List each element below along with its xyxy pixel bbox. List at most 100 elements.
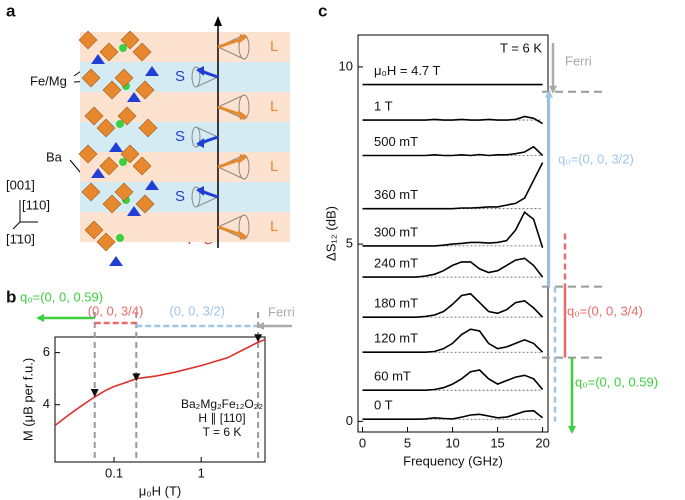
tetrahedron <box>145 180 159 190</box>
phase-label: q₀=(0, 0, 0.59) <box>20 289 103 304</box>
y-tick-label: 5 <box>346 236 353 251</box>
transition-marker <box>254 334 263 343</box>
spectrum <box>362 162 544 210</box>
spectrum <box>362 328 544 353</box>
cone-rim <box>191 186 201 208</box>
tetrahedron <box>127 206 141 216</box>
spectrum <box>362 145 544 157</box>
layer-stripe <box>80 212 290 242</box>
cone-rim <box>238 94 250 120</box>
octahedron <box>78 30 98 50</box>
direction-label: [001] <box>6 177 35 192</box>
layer-stripe <box>80 32 290 62</box>
octahedron <box>102 194 122 214</box>
panel-label: c <box>318 1 327 20</box>
spin-arrow-head <box>196 66 204 76</box>
cone-rim <box>238 154 250 180</box>
spin-arrow-head <box>238 34 248 44</box>
octahedron <box>135 194 155 214</box>
spectrum-label: 240 mT <box>374 256 418 271</box>
ba-atom <box>119 158 127 166</box>
axes-icon <box>12 200 38 230</box>
spectrum-label: 360 mT <box>374 187 418 202</box>
spin-arrow <box>217 37 243 49</box>
direction-label: [1̄10] <box>6 231 35 246</box>
phase-label: (0, 0, 3/4) <box>88 303 144 318</box>
atom-label: Fe/Mg <box>30 73 67 88</box>
panel-label: a <box>6 1 16 20</box>
spin-arrow-head <box>196 186 204 196</box>
octahedron <box>96 118 116 138</box>
x-tick-label: 0 <box>359 435 366 450</box>
spectrum <box>362 292 544 318</box>
phase-label: q₀=(0, 0, 0.59) <box>575 374 658 389</box>
octahedron <box>96 232 116 252</box>
cone-rim <box>238 34 250 60</box>
panel-label: b <box>6 287 16 306</box>
spectrum-label: 500 mT <box>374 134 418 149</box>
octahedron <box>120 30 140 50</box>
transition-marker <box>132 373 141 382</box>
layer-label: L <box>270 98 278 115</box>
ba-atom <box>116 234 124 242</box>
arrow-head <box>256 322 265 330</box>
spin-arrow-head <box>238 154 248 164</box>
x-tick-label: 0.1 <box>105 465 123 480</box>
spectrum-label: 0 T <box>374 398 393 413</box>
spectrum <box>362 115 544 125</box>
tetrahedron <box>109 256 123 266</box>
phase-label: q₀=(0, 0, 3/4) <box>567 303 643 318</box>
transition-marker <box>90 388 99 397</box>
layer-label: L <box>270 158 278 175</box>
spin-arrow <box>217 105 243 117</box>
x-axis-label: μ₀H (T) <box>139 483 182 498</box>
arrow-head <box>36 314 44 322</box>
spectrum-label: 60 mT <box>374 369 411 384</box>
tetrahedron <box>91 168 105 178</box>
layer-label: L <box>270 38 278 55</box>
cone-rim <box>191 126 201 148</box>
y-tick-label: 4 <box>43 396 50 411</box>
x-tick-label: 20 <box>535 435 549 450</box>
spectrum <box>362 409 544 420</box>
octahedron <box>102 80 122 100</box>
inset-annotation: H ∥ [110] <box>198 411 245 425</box>
direction-label: [110] <box>22 197 50 212</box>
octahedron <box>99 42 119 62</box>
octahedron <box>120 144 140 164</box>
spectrum-label: μ₀H = 4.7 T <box>374 63 441 78</box>
layer-label: S <box>175 188 185 205</box>
ba-atom <box>116 120 124 128</box>
spin-arrow-head <box>196 138 204 148</box>
octahedron <box>132 156 152 176</box>
x-tick-label: 5 <box>404 435 411 450</box>
octahedron <box>117 106 137 126</box>
arrow-head <box>549 85 557 94</box>
inset-annotation: Ba₂Mg₂Fe₁₂O₂₂ <box>181 397 263 411</box>
spectrum <box>362 369 544 391</box>
spin-arrow <box>217 157 243 169</box>
phase-label: Ferri <box>268 304 295 319</box>
phase-label: Ferri <box>565 53 592 68</box>
cone-rim <box>238 214 250 240</box>
tetrahedron <box>109 142 123 152</box>
spectrum-label: 120 mT <box>374 331 418 346</box>
x-tick-label: 10 <box>445 435 459 450</box>
atom-label: Ba <box>46 149 63 164</box>
spectrum-label: 180 mT <box>374 296 418 311</box>
inset-annotation: T = 6 K <box>203 425 242 439</box>
octahedron <box>84 106 104 126</box>
spectrum-label: 1 T <box>374 99 393 114</box>
tetrahedron <box>91 54 105 64</box>
layer-stripe <box>80 92 290 122</box>
y-tick-label: 0 <box>346 413 353 428</box>
phase-label: (0, 0, 3/2) <box>169 303 225 318</box>
spin-axis-head <box>214 16 222 26</box>
y-axis-label: M (μB per f.u.) <box>20 358 35 441</box>
octahedron <box>114 68 134 88</box>
cone-rim <box>191 66 201 88</box>
octahedron <box>99 156 119 176</box>
octahedron <box>132 42 152 62</box>
